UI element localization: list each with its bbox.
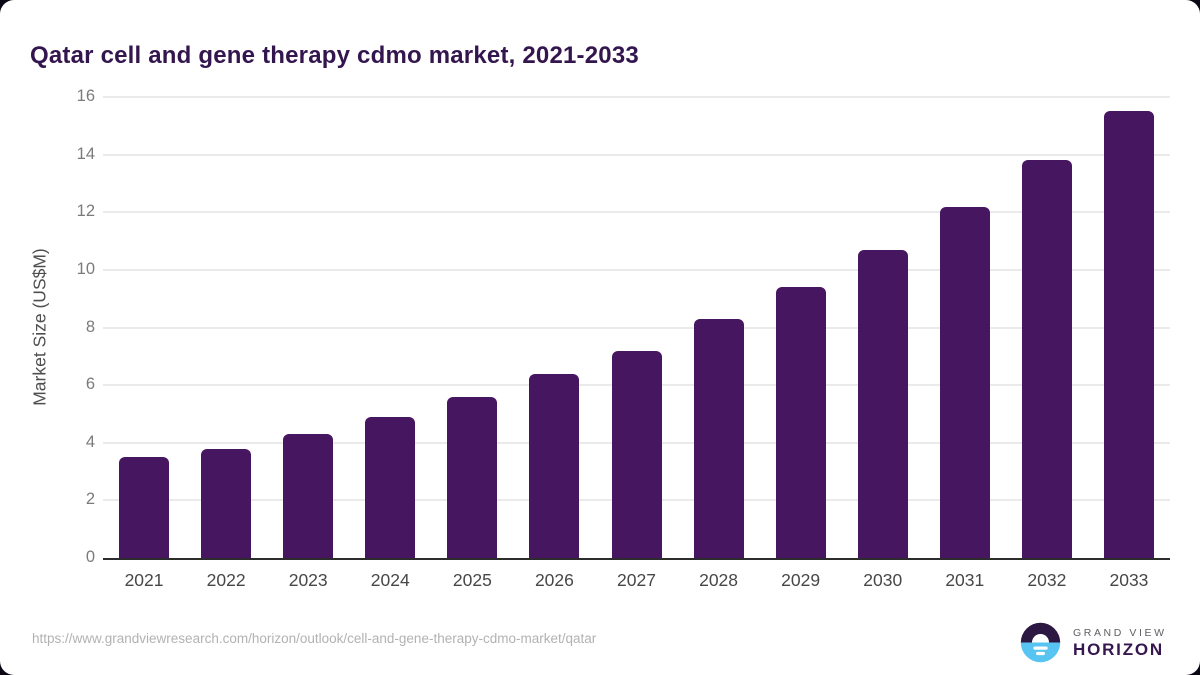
bar-2029 bbox=[775, 287, 826, 558]
x-tick-label-2027: 2027 bbox=[617, 570, 656, 590]
y-tick-label-4: 4 bbox=[85, 432, 95, 451]
bar-2027 bbox=[611, 350, 662, 558]
gridline-8 bbox=[103, 326, 1170, 329]
x-tick-label-2029: 2029 bbox=[781, 570, 821, 590]
bar-2031 bbox=[939, 206, 990, 558]
x-tick-label-2032: 2032 bbox=[1027, 570, 1067, 590]
plot-area bbox=[103, 96, 1170, 560]
x-tick-label-2021: 2021 bbox=[124, 570, 164, 590]
bar-2028 bbox=[693, 318, 744, 558]
horizon-sun-icon bbox=[1020, 622, 1061, 663]
y-tick-label-10: 10 bbox=[76, 259, 95, 278]
y-tick-label-2: 2 bbox=[85, 490, 95, 509]
bar-2024 bbox=[365, 416, 416, 558]
y-tick-label-14: 14 bbox=[76, 144, 95, 163]
x-tick-label-2024: 2024 bbox=[370, 570, 410, 590]
y-tick-label-6: 6 bbox=[85, 375, 95, 394]
gridline-14 bbox=[103, 153, 1170, 156]
bar-2030 bbox=[857, 249, 908, 558]
logo-brand-top: GRAND VIEW bbox=[1073, 626, 1167, 639]
grand-view-horizon-logo: GRAND VIEW HORIZON bbox=[1019, 621, 1167, 664]
bar-2025 bbox=[447, 396, 498, 558]
y-tick-label-8: 8 bbox=[85, 317, 95, 336]
bar-2033 bbox=[1103, 111, 1154, 558]
x-tick-label-2025: 2025 bbox=[452, 570, 492, 590]
x-tick-label-2031: 2031 bbox=[945, 570, 985, 590]
bar-2026 bbox=[529, 373, 580, 558]
y-tick-label-12: 12 bbox=[76, 202, 95, 221]
bar-2021 bbox=[119, 457, 170, 558]
gridline-10 bbox=[103, 268, 1170, 271]
x-tick-label-2033: 2033 bbox=[1109, 570, 1149, 590]
logo-wordmark: GRAND VIEW HORIZON bbox=[1073, 627, 1167, 659]
x-tick-label-2026: 2026 bbox=[534, 570, 574, 590]
x-tick-label-2023: 2023 bbox=[288, 570, 328, 590]
logo-brand-bottom: HORIZON bbox=[1073, 639, 1164, 659]
y-tick-label-16: 16 bbox=[76, 87, 95, 105]
bar-2022 bbox=[201, 448, 252, 558]
gridline-16 bbox=[103, 96, 1170, 98]
y-axis-title: Market Size (US$M) bbox=[29, 248, 50, 406]
source-url: https://www.grandviewresearch.com/horizo… bbox=[32, 631, 597, 646]
x-tick-label-2028: 2028 bbox=[699, 570, 739, 590]
bar-2023 bbox=[283, 434, 334, 558]
bar-2032 bbox=[1021, 160, 1072, 558]
chart-title: Qatar cell and gene therapy cdmo market,… bbox=[30, 42, 639, 70]
gridline-12 bbox=[103, 211, 1170, 214]
x-tick-label-2022: 2022 bbox=[206, 570, 246, 590]
y-tick-label-0: 0 bbox=[85, 548, 95, 566]
x-tick-label-2030: 2030 bbox=[863, 570, 903, 590]
